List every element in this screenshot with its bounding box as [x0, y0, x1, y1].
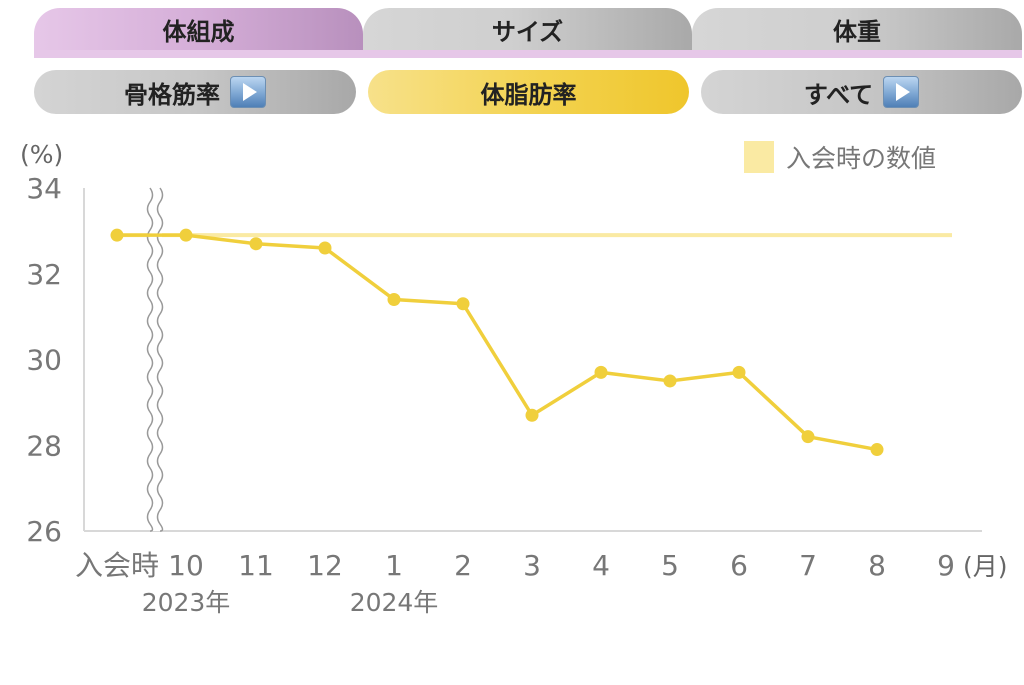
- chart-legend: 入会時の数値: [744, 139, 936, 175]
- axis-break-line: [146, 187, 154, 532]
- legend-swatch: [744, 141, 774, 173]
- tab-weight-label: 体重: [833, 17, 881, 46]
- tab-size[interactable]: サイズ: [363, 8, 692, 50]
- x-tick-label: 2: [454, 549, 472, 582]
- y-axis-unit: (%): [20, 140, 64, 169]
- y-tick-label: 28: [26, 429, 62, 462]
- data-point: [387, 292, 401, 306]
- data-point: [525, 408, 539, 422]
- tab-body-composition-label: 体組成: [162, 17, 235, 46]
- x-tick-label: 6: [730, 549, 748, 582]
- tab-size-label: サイズ: [491, 17, 564, 46]
- y-tick-label: 26: [26, 515, 62, 548]
- x-tick-label: 8: [868, 549, 886, 582]
- x-tick-label: 12: [307, 549, 343, 582]
- play-arrow-icon: [230, 76, 266, 108]
- year-label: 2024年: [350, 588, 439, 617]
- x-axis-unit: (月): [963, 552, 1008, 581]
- tab-underline: [34, 50, 1022, 58]
- subtab-skeletal-muscle-rate[interactable]: 骨格筋率: [34, 70, 356, 114]
- data-point: [249, 237, 263, 251]
- play-arrow-icon: [883, 76, 920, 108]
- data-point: [179, 228, 193, 242]
- axis-break-line: [156, 187, 164, 532]
- legend-label: 入会時の数値: [786, 144, 937, 173]
- data-point: [594, 365, 608, 379]
- data-point: [732, 365, 746, 379]
- data-point: [663, 374, 677, 388]
- subtab-all[interactable]: すべて: [701, 70, 1022, 114]
- x-tick-label: 11: [238, 549, 274, 582]
- subtab-body-fat-rate-label: 体脂肪率: [480, 80, 577, 109]
- x-tick-label: 1: [385, 549, 403, 582]
- subtab-body-fat-rate[interactable]: 体脂肪率: [368, 70, 689, 114]
- y-tick-label: 32: [26, 258, 62, 291]
- y-tick-label: 30: [26, 344, 62, 377]
- x-tick-label: 入会時: [75, 549, 159, 582]
- data-point: [801, 430, 815, 444]
- x-tick-label: 5: [661, 549, 679, 582]
- y-tick-label: 34: [26, 172, 62, 205]
- x-tick-label: 9: [937, 549, 955, 582]
- x-tick-label: 10: [168, 549, 204, 582]
- subtab-skeletal-muscle-rate-label: 骨格筋率: [124, 80, 220, 109]
- subtab-all-label: すべて: [803, 80, 874, 109]
- data-point: [456, 297, 470, 311]
- data-point: [318, 241, 332, 255]
- tab-body-composition[interactable]: 体組成: [34, 8, 363, 50]
- x-tick-label: 4: [592, 549, 610, 582]
- tab-weight[interactable]: 体重: [692, 8, 1022, 50]
- data-point: [110, 228, 124, 242]
- x-tick-label: 3: [523, 549, 541, 582]
- data-point: [870, 443, 884, 457]
- x-tick-label: 7: [799, 549, 817, 582]
- year-label: 2023年: [142, 588, 231, 617]
